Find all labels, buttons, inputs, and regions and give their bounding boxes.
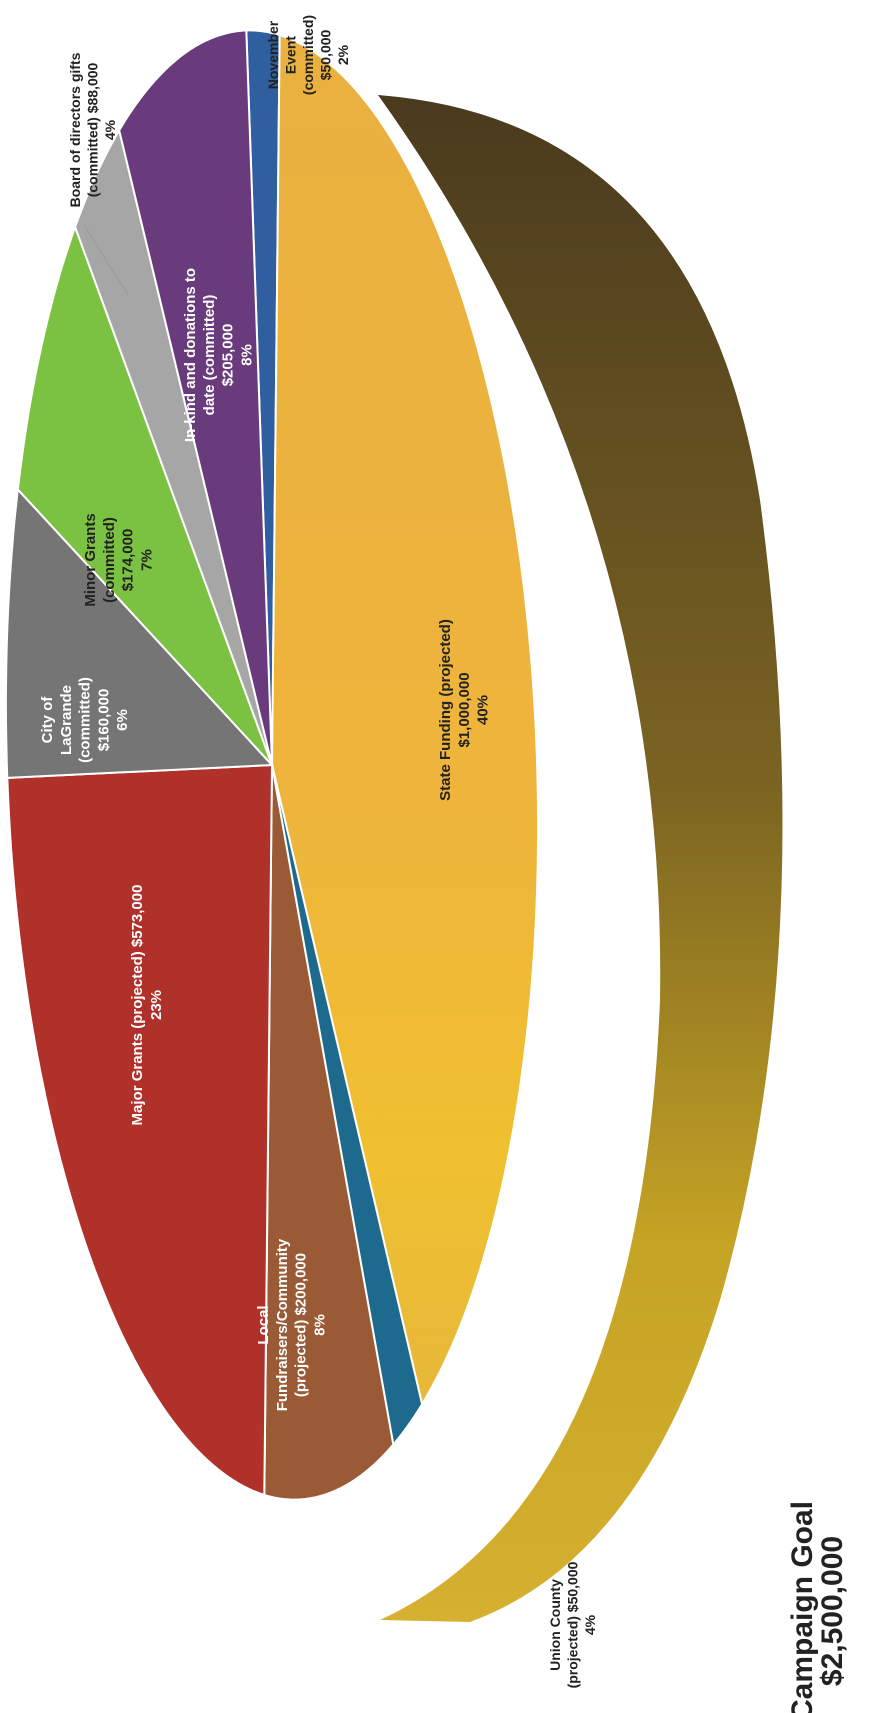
pie-slice-label-line: 8% xyxy=(311,1314,328,1336)
pie-slice-label-line: (projected) $50,000 xyxy=(565,1561,581,1688)
pie-slice-label-line: Fundraisers/Community xyxy=(274,1238,291,1411)
pie-slice-label-5: City of LaGrande (committed) $160,000 6% xyxy=(39,677,131,763)
pie-slice-label-line: $160,000 xyxy=(95,689,112,752)
pie-slice-label-line: 2% xyxy=(335,44,351,65)
pie-slice-label-line: In-kind and donations to xyxy=(182,268,199,442)
pie-slice-label-line: (committed) xyxy=(77,677,94,763)
pie-slice-2 xyxy=(271,764,424,1447)
pie-slice-label-line: 40% xyxy=(475,695,492,725)
chart-title: Campaign Goal xyxy=(786,1501,819,1713)
chart-title-group: Campaign Goal $2,500,000 xyxy=(786,1501,849,1713)
pie-slice-label-line: $50,000 xyxy=(318,29,334,80)
pie-slice-0 xyxy=(245,29,281,766)
pie-slice-1 xyxy=(270,33,540,1407)
pie-slice-label-0: November Event (committed) $50,000 2% xyxy=(265,15,351,95)
pie-slice-label-line: $174,000 xyxy=(120,529,137,592)
leader-line-board-gifts xyxy=(83,224,129,296)
pie-slice-label-line: (projected) $200,000 xyxy=(293,1253,310,1397)
pie-slice-label-7: Board of directors gifts (committed) $88,… xyxy=(67,52,118,207)
pie-slice-label-line: Event xyxy=(283,36,299,74)
pie-slice-label-line: State Funding (projected) xyxy=(437,619,454,801)
pie-slice-6 xyxy=(16,224,273,766)
pie-slice-label-line: Union County xyxy=(547,1579,563,1671)
chart-subtitle: $2,500,000 xyxy=(816,1536,849,1686)
pie-slice-4 xyxy=(6,763,274,1497)
pie-slice-3 xyxy=(263,764,395,1501)
pie-side-wall xyxy=(378,95,783,1622)
pie-slice-label-line: City of xyxy=(39,696,56,744)
pie-slice-label-line: $205,000 xyxy=(220,324,237,387)
pie-slice-label-line: 8% xyxy=(238,344,255,366)
pie-slices xyxy=(4,29,540,1501)
pie-slice-label-4: Major Grants (projected) $573,000 23% xyxy=(129,885,165,1126)
pie-slice-label-8: In-kind and donations to date (committed)… xyxy=(182,268,255,442)
pie-slice-label-line: (committed) xyxy=(101,517,118,603)
pie-slice-8 xyxy=(118,29,273,766)
pie-slice-label-line: 6% xyxy=(114,709,131,731)
pie-slice-label-line: (committed) xyxy=(300,15,316,95)
pie-slice-label-6: Minor Grants (committed) $174,000 7% xyxy=(82,513,155,606)
pie-slice-label-line: LaGrande xyxy=(58,685,75,755)
pie-slice-label-line: (committed) $88,000 xyxy=(85,62,101,197)
pie-slice-label-line: 23% xyxy=(148,990,165,1020)
pie-slice-label-line: Board of directors gifts xyxy=(67,52,83,207)
pie-slice-label-1: State Funding (projected) $1,000,000 40% xyxy=(437,619,492,801)
pie-slice-label-line: date (committed) xyxy=(201,295,218,416)
pie-slice-label-line: $1,000,000 xyxy=(456,672,473,747)
pie-slice-label-line: 4% xyxy=(102,119,118,140)
pie-slice-label-line: Minor Grants xyxy=(82,513,99,606)
pie-slice-label-line: November xyxy=(265,20,281,89)
pie-slice-label-line: Major Grants (projected) $573,000 xyxy=(129,885,146,1126)
pie-3d-side xyxy=(378,95,783,1622)
pie-slice-label-2: Union County (projected) $50,000 4% xyxy=(547,1561,598,1688)
pie-labels: November Event (committed) $50,000 2%State F… xyxy=(39,15,598,1688)
pie-slice-label-line: 4% xyxy=(582,1614,598,1635)
pie-slice-5 xyxy=(4,487,275,779)
pie-slice-label-3: Local Fundraisers/Community (projected) $2… xyxy=(255,1238,328,1411)
pie-slice-label-line: Local xyxy=(255,1305,272,1344)
pie-slice-label-line: 7% xyxy=(138,549,155,571)
